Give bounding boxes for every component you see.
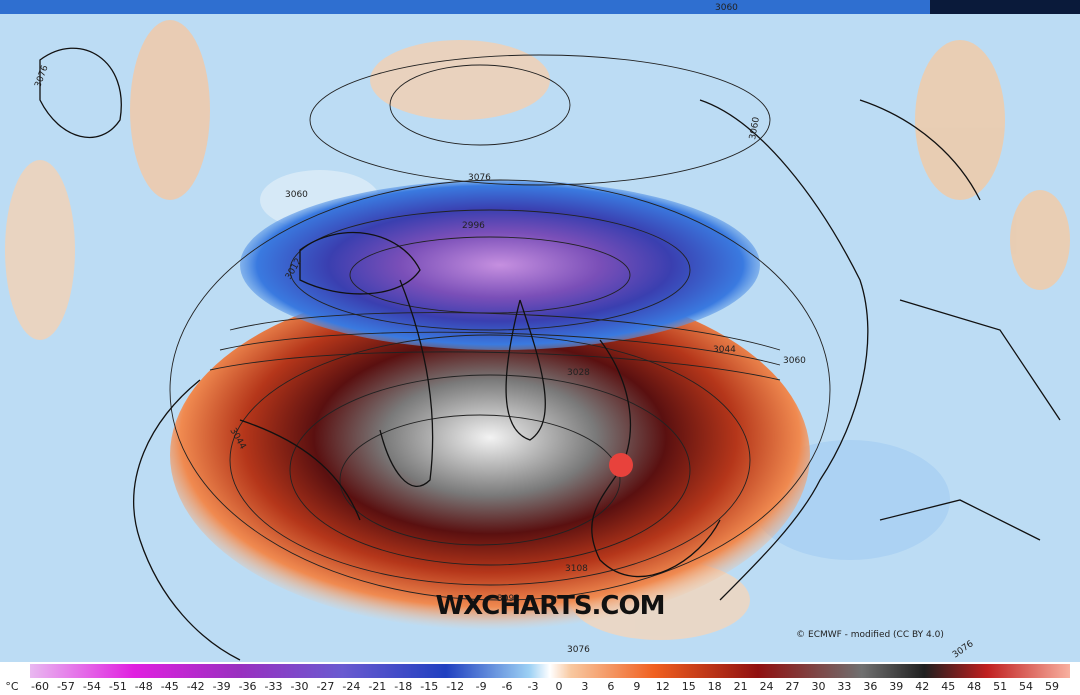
contour-label: 3076 bbox=[567, 645, 590, 655]
legend-label: -15 bbox=[420, 680, 438, 693]
contour-label: 3060 bbox=[783, 356, 806, 366]
contour-label: 3044 bbox=[713, 345, 736, 355]
legend-label: -21 bbox=[368, 680, 386, 693]
legend-label: 9 bbox=[633, 680, 640, 693]
legend-label: 18 bbox=[708, 680, 722, 693]
legend-label: -60 bbox=[31, 680, 49, 693]
legend-label: 27 bbox=[786, 680, 800, 693]
contour-label: 3028 bbox=[567, 368, 590, 378]
contour-label: 2996 bbox=[462, 221, 485, 231]
legend-label: -6 bbox=[502, 680, 513, 693]
legend-label: 3 bbox=[581, 680, 588, 693]
colorbar bbox=[30, 664, 1070, 678]
legend-label: -33 bbox=[265, 680, 283, 693]
legend-label: -54 bbox=[83, 680, 101, 693]
coastlines bbox=[39, 47, 1061, 661]
credit: © ECMWF - modified (CC BY 4.0) bbox=[796, 630, 944, 640]
location-marker bbox=[609, 453, 633, 477]
legend-label: 21 bbox=[734, 680, 748, 693]
contour-label: 3092 bbox=[497, 594, 520, 604]
legend-label: 39 bbox=[889, 680, 903, 693]
legend-label: -39 bbox=[213, 680, 231, 693]
legend-label: 51 bbox=[993, 680, 1007, 693]
legend-label: -3 bbox=[528, 680, 539, 693]
legend-label: 45 bbox=[941, 680, 955, 693]
legend-unit: °C bbox=[5, 680, 19, 693]
legend-label: 6 bbox=[607, 680, 614, 693]
legend-label: -57 bbox=[57, 680, 75, 693]
cold-anomaly bbox=[240, 180, 760, 350]
legend-label: 30 bbox=[811, 680, 825, 693]
legend-label: -12 bbox=[446, 680, 464, 693]
contour-labels: 3076 3060 3076 3060 3060 2996 3012 3044 … bbox=[33, 3, 975, 660]
warm-patches bbox=[5, 20, 1070, 640]
legend-label: 24 bbox=[760, 680, 774, 693]
legend-background bbox=[0, 678, 1080, 695]
watermark: WXCHARTS.COM bbox=[435, 591, 664, 621]
contour-label: 3060 bbox=[748, 116, 762, 141]
legend-label: 36 bbox=[863, 680, 877, 693]
contour-label: 3076 bbox=[468, 173, 491, 183]
legend-label: -42 bbox=[187, 680, 205, 693]
contour-label: 3060 bbox=[715, 3, 738, 13]
legend-label: 59 bbox=[1045, 680, 1059, 693]
top-strip-dark bbox=[930, 0, 1080, 14]
legend-label: -27 bbox=[316, 680, 334, 693]
top-strip bbox=[0, 0, 1080, 14]
height-contours bbox=[169, 54, 831, 601]
contour-label: 3108 bbox=[565, 564, 588, 574]
legend-label: 48 bbox=[967, 680, 981, 693]
legend-label: 0 bbox=[555, 680, 562, 693]
legend-label: 33 bbox=[837, 680, 851, 693]
legend-label: -45 bbox=[161, 680, 179, 693]
legend-label: -18 bbox=[394, 680, 412, 693]
legend-label: 54 bbox=[1019, 680, 1033, 693]
legend-label: -48 bbox=[135, 680, 153, 693]
contour-label: 3060 bbox=[285, 190, 308, 200]
legend-label: -24 bbox=[342, 680, 360, 693]
legend-label: -30 bbox=[291, 680, 309, 693]
legend-label: 42 bbox=[915, 680, 929, 693]
legend-label: -9 bbox=[476, 680, 487, 693]
legend-label: 12 bbox=[656, 680, 670, 693]
legend-label: -36 bbox=[239, 680, 257, 693]
legend-label: -51 bbox=[109, 680, 127, 693]
legend-labels: -60 -57 -54 -51 -48 -45 -42 -39 -36 -33 -30 -27 -24-… bbox=[31, 680, 1059, 693]
heat-anomaly bbox=[170, 280, 810, 630]
legend-label: 15 bbox=[682, 680, 696, 693]
